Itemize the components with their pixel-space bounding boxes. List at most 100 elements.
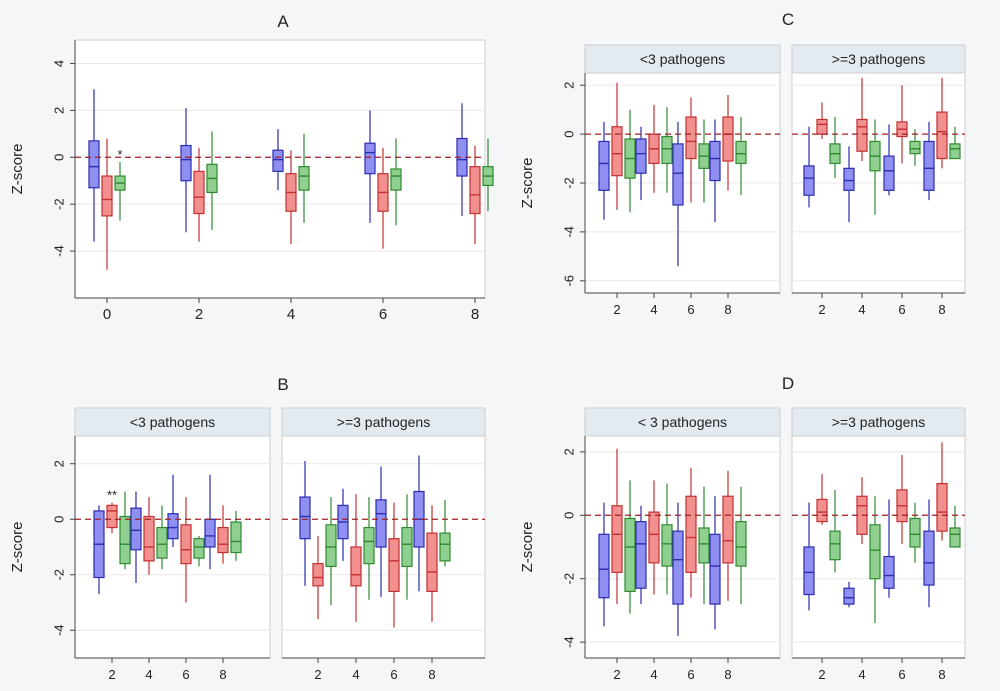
box-red [285, 150, 297, 245]
box-blue [272, 129, 284, 191]
box-green [949, 505, 961, 548]
box-iqr [735, 521, 747, 567]
x-tick-label: 2 [314, 667, 321, 682]
box-iqr [816, 118, 828, 135]
facet-title: >=3 pathogens [832, 414, 925, 430]
box-blue [167, 474, 179, 547]
box-iqr [312, 563, 324, 587]
box-iqr [661, 524, 673, 567]
box-iqr [936, 482, 948, 532]
box-iqr [156, 526, 168, 559]
box-green [390, 138, 402, 226]
box-iqr [803, 546, 815, 596]
facet-2: >=3 pathogens 2 4 6 8 [281, 407, 486, 682]
box-iqr [722, 116, 734, 162]
panel-label: C [782, 10, 794, 29]
box-green [735, 486, 747, 605]
y-tick-label: 2 [51, 460, 66, 467]
box-red [217, 505, 229, 564]
box-green [230, 510, 242, 561]
box-blue [364, 110, 376, 223]
box-blue [337, 488, 349, 561]
y-tick-label: 2 [51, 107, 66, 114]
y-tick-label: 0 [561, 130, 576, 137]
x-tick-label: 4 [650, 667, 657, 682]
panel-label: B [277, 375, 288, 394]
box-red [722, 470, 734, 601]
significance-marker: * [117, 147, 122, 162]
y-tick-label: -2 [51, 198, 66, 210]
box-red [193, 147, 205, 242]
box-iqr [88, 140, 100, 189]
box-iqr [685, 495, 697, 573]
box-iqr [803, 165, 815, 196]
box-iqr [709, 140, 721, 182]
box-iqr [204, 518, 216, 548]
box-iqr [401, 526, 413, 568]
box-blue [598, 121, 610, 220]
box-iqr [298, 166, 310, 191]
box-green [624, 480, 636, 614]
x-tick-label: 4 [352, 667, 359, 682]
box-blue [180, 108, 192, 233]
box-iqr [883, 155, 895, 191]
y-axis-label: Z-score [519, 522, 536, 573]
box-blue [93, 505, 105, 595]
box-iqr [735, 140, 747, 165]
box-green [156, 505, 168, 570]
x-tick-label: 8 [724, 302, 731, 317]
y-tick-label: 0 [51, 516, 66, 523]
box-iqr [193, 538, 205, 559]
facet-strip [791, 407, 966, 437]
box-iqr [299, 496, 311, 540]
box-blue [672, 502, 684, 636]
x-tick-label: 6 [898, 667, 905, 682]
facet-1: <3 pathogens 2 0 -2 -4 -6 2 4 6 8 [561, 44, 781, 317]
box-blue [709, 119, 721, 223]
box-iqr [143, 515, 155, 562]
box-red [180, 497, 192, 603]
box-blue [883, 124, 895, 196]
box-blue [923, 499, 935, 608]
x-tick-label: 6 [182, 667, 189, 682]
panel-label: A [277, 12, 289, 31]
x-tick-label: 4 [858, 302, 865, 317]
box-blue [843, 146, 855, 223]
facet-strip [74, 407, 271, 437]
box-green [119, 491, 131, 570]
x-tick-label: 8 [724, 667, 731, 682]
box-red [611, 448, 623, 605]
box-red [388, 502, 400, 628]
box-red [611, 82, 623, 210]
box-iqr [390, 168, 402, 191]
box-red [685, 97, 697, 203]
x-tick-label: 8 [428, 667, 435, 682]
box-iqr [272, 149, 284, 172]
box-blue [375, 466, 387, 597]
box-green [193, 535, 205, 567]
box-green [909, 129, 921, 166]
box-green [869, 119, 881, 215]
box-iqr [325, 524, 337, 568]
box-red [377, 147, 389, 249]
box-iqr [648, 511, 660, 564]
box-iqr [949, 143, 961, 160]
box-red [106, 502, 118, 534]
box-red [648, 480, 660, 595]
y-tick-label: -6 [561, 275, 576, 287]
box-iqr [698, 527, 710, 564]
x-tick-label: 4 [858, 667, 865, 682]
facet-2: >=3 pathogens 2 4 6 8 [791, 44, 966, 317]
box-green [482, 138, 494, 212]
x-tick-label: 8 [938, 667, 945, 682]
box-iqr [635, 521, 647, 589]
box-iqr [672, 143, 684, 206]
x-tick-label: 6 [379, 306, 387, 323]
box-green [439, 499, 451, 567]
box-green [206, 131, 218, 230]
box-iqr [217, 526, 229, 554]
box-iqr [635, 138, 647, 174]
facet-title: < 3 pathogens [638, 414, 727, 430]
x-tick-label: 6 [898, 302, 905, 317]
